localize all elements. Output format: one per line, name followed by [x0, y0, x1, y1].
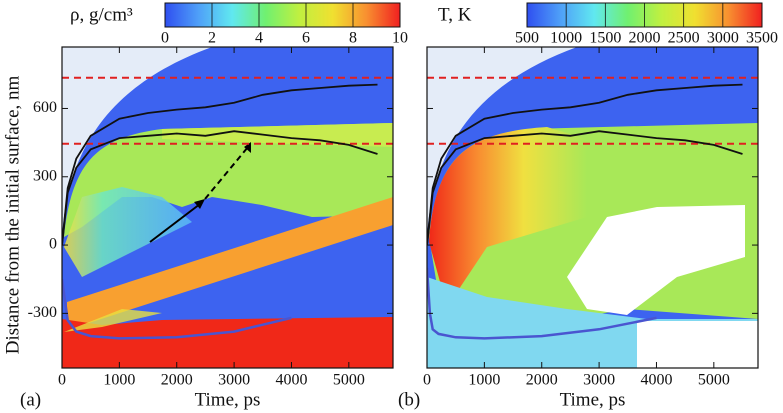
panel-label: (b) — [398, 389, 420, 410]
plot-overlay — [62, 76, 393, 340]
curve — [427, 83, 743, 246]
y-axis-label: Distance from the initial surface, nm — [2, 75, 23, 354]
x-tick-label: 3000 — [218, 372, 250, 389]
colorbar-tick-label: 6 — [302, 30, 310, 47]
colorbar-tick-label: 10 — [392, 30, 408, 47]
curve — [62, 279, 292, 340]
x-tick-label: 2000 — [161, 372, 193, 389]
colorbar-tick-label: 500 — [515, 30, 539, 47]
colorbar-tick-label: 2 — [208, 30, 216, 47]
field-b — [427, 47, 758, 368]
x-tick-label: 3000 — [583, 372, 615, 389]
curve — [62, 83, 378, 246]
x-tick-label: 1000 — [103, 372, 135, 389]
y-tick-label: 0 — [49, 236, 57, 253]
x-axis-label: Time, ps — [560, 389, 626, 410]
colorbar-label: ρ, g/cm³ — [70, 4, 133, 25]
colorbar-tick-label: 2500 — [668, 30, 700, 47]
x-tick-label: 1000 — [468, 372, 500, 389]
y-tick-label: 300 — [33, 167, 57, 184]
y-tick-label: 600 — [33, 99, 57, 116]
x-tick-label: 4000 — [275, 372, 307, 389]
colorbar-tick-label: 1000 — [550, 30, 582, 47]
field-a — [62, 47, 393, 368]
colorbar-tick-label: 8 — [349, 30, 357, 47]
panel-label: (a) — [20, 389, 41, 410]
x-axis-label: Time, ps — [195, 389, 261, 410]
x-tick-label: 4000 — [640, 372, 672, 389]
colorbar-label: T, K — [438, 4, 472, 25]
colorbar — [164, 2, 401, 28]
colorbar-tick-label: 0 — [161, 30, 169, 47]
plot-frame — [426, 46, 759, 369]
curve — [427, 267, 657, 340]
curve — [427, 130, 743, 246]
colorbar-tick-label: 3500 — [746, 30, 778, 47]
x-tick-label: 0 — [58, 372, 66, 389]
colorbar-tick-label: 1500 — [589, 30, 621, 47]
x-tick-label: 0 — [423, 372, 431, 389]
plot-overlay — [427, 76, 758, 340]
x-tick-label: 2000 — [526, 372, 558, 389]
curve — [62, 130, 378, 246]
x-tick-label: 5000 — [333, 372, 365, 389]
x-tick-label: 5000 — [698, 372, 730, 389]
colorbar-tick-label: 2000 — [629, 30, 661, 47]
plot-frame — [61, 46, 394, 369]
y-tick-label: -300 — [28, 304, 57, 321]
colorbar-tick-label: 3000 — [707, 30, 739, 47]
colorbar-tick-label: 4 — [255, 30, 263, 47]
